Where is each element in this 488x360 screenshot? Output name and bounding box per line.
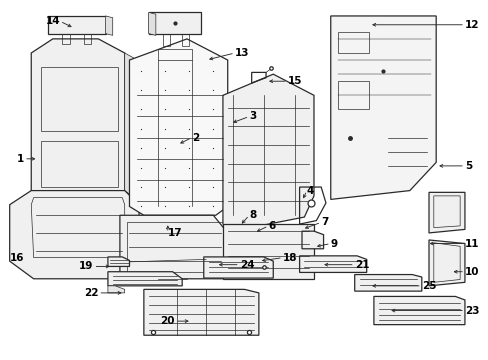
- Polygon shape: [223, 224, 313, 279]
- Text: 12: 12: [464, 20, 478, 30]
- Text: 23: 23: [464, 306, 478, 315]
- Polygon shape: [48, 16, 105, 33]
- Polygon shape: [108, 272, 182, 286]
- Text: 15: 15: [287, 76, 302, 86]
- Polygon shape: [31, 39, 124, 205]
- Text: 9: 9: [330, 239, 337, 248]
- Polygon shape: [108, 286, 124, 293]
- Text: 22: 22: [83, 288, 98, 298]
- Polygon shape: [108, 257, 129, 266]
- Text: 24: 24: [239, 260, 254, 270]
- Text: 1: 1: [17, 154, 24, 164]
- Text: 17: 17: [167, 228, 182, 238]
- Text: 8: 8: [249, 210, 256, 220]
- Polygon shape: [354, 275, 421, 291]
- Polygon shape: [105, 16, 112, 35]
- Polygon shape: [124, 53, 134, 198]
- Text: 19: 19: [79, 261, 93, 271]
- Polygon shape: [428, 240, 464, 286]
- Polygon shape: [10, 190, 139, 279]
- Polygon shape: [129, 39, 227, 215]
- Polygon shape: [373, 296, 464, 325]
- Polygon shape: [143, 289, 258, 335]
- Text: 14: 14: [45, 16, 60, 26]
- Text: 4: 4: [306, 186, 313, 195]
- Polygon shape: [120, 215, 227, 279]
- Polygon shape: [299, 256, 366, 273]
- Text: 2: 2: [191, 133, 199, 143]
- Text: 21: 21: [354, 260, 368, 270]
- Polygon shape: [428, 192, 464, 233]
- Text: 25: 25: [421, 281, 435, 291]
- Text: 5: 5: [464, 161, 471, 171]
- Text: 10: 10: [464, 267, 478, 277]
- Text: 20: 20: [160, 316, 175, 326]
- Polygon shape: [223, 74, 313, 231]
- Text: 16: 16: [10, 253, 24, 262]
- Text: 7: 7: [321, 217, 328, 227]
- Text: 11: 11: [464, 239, 478, 248]
- Polygon shape: [148, 12, 201, 33]
- Polygon shape: [302, 231, 323, 249]
- Text: 6: 6: [268, 221, 275, 231]
- Text: 13: 13: [234, 48, 249, 58]
- Text: 18: 18: [282, 253, 297, 262]
- Polygon shape: [203, 257, 273, 278]
- Text: 3: 3: [249, 112, 256, 121]
- Polygon shape: [148, 12, 156, 35]
- Polygon shape: [330, 16, 435, 199]
